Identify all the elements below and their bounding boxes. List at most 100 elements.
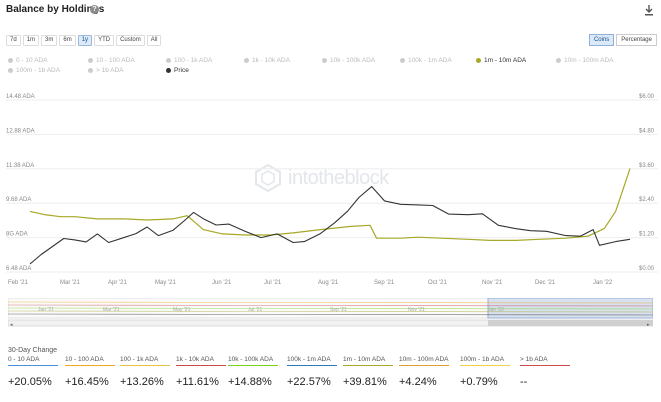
range-button-custom[interactable]: Custom <box>116 35 145 46</box>
watermark-text: intotheblock <box>288 167 389 189</box>
x-tick-label: Jul '21 <box>264 280 282 286</box>
change-value: -- <box>520 376 528 388</box>
legend-dot-icon <box>88 58 93 63</box>
change-label: 100m - 1b ADA <box>460 356 505 363</box>
series-line-1m-10m-ada[interactable] <box>29 168 631 241</box>
legend-label: 0 - 10 ADA <box>16 57 48 64</box>
change-color-bar <box>287 365 337 366</box>
legend-item[interactable]: 1k - 10k ADA <box>244 57 290 64</box>
intotheblock-logo-icon <box>255 163 281 193</box>
help-icon[interactable]: ? <box>90 5 99 14</box>
range-button-7d[interactable]: 7d <box>6 35 21 46</box>
change-label: 100 - 1k ADA <box>120 356 159 363</box>
legend-item[interactable]: Price <box>166 67 189 74</box>
range-button-6m[interactable]: 6m <box>59 35 76 46</box>
x-tick-label: Oct '21 <box>428 280 447 286</box>
change-item: 10k - 100k ADA +14.88% <box>228 356 288 388</box>
change-value: +16.45% <box>65 376 109 388</box>
x-tick-label: Sep '21 <box>374 280 395 286</box>
y-left-tick-label: 9.68 ADA <box>6 197 31 203</box>
change-color-bar <box>8 365 58 366</box>
y-left-tick-label: 12.88 ADA <box>6 128 35 134</box>
navigator-series <box>8 310 653 313</box>
legend-label: > 1b ADA <box>96 67 124 74</box>
legend-label: Price <box>174 67 189 74</box>
legend-label: 100m - 1b ADA <box>16 67 61 74</box>
change-item: 1m - 10m ADA +39.81% <box>343 356 403 388</box>
x-tick-label: May '21 <box>155 280 176 286</box>
navigator-series <box>8 304 653 307</box>
scroll-right-arrow-icon[interactable]: ▸ <box>647 322 650 328</box>
y-left-tick-label: 11.38 ADA <box>6 163 34 169</box>
legend-dot-icon <box>400 58 405 63</box>
legend-dot-icon <box>556 58 561 63</box>
chart-legend: 0 - 10 ADA 10 - 100 ADA 100 - 1k ADA 1k - 1… <box>8 57 658 79</box>
time-range-selector: 7d 1m 3m 6m 1y YTD Custom All <box>6 35 162 47</box>
chart-header: Balance by Holdings ? <box>6 3 656 19</box>
change-color-bar <box>176 365 226 366</box>
x-tick-label: Dec '21 <box>535 280 556 286</box>
change-item: 100 - 1k ADA +13.26% <box>120 356 180 388</box>
x-tick-label: Aug '21 <box>318 280 339 286</box>
change-value: +39.81% <box>343 376 387 388</box>
legend-item[interactable]: 1m - 10m ADA <box>476 57 526 64</box>
legend-dot-icon <box>476 58 481 63</box>
navigator-series <box>8 301 653 304</box>
x-tick-label: Mar '21 <box>60 280 80 286</box>
navigator-scroll-thumb[interactable] <box>488 320 653 326</box>
change-item: 100m - 1b ADA +0.79% <box>460 356 520 388</box>
change-value: +20.05% <box>8 376 52 388</box>
range-button-1m[interactable]: 1m <box>22 35 40 46</box>
balance-line-chart[interactable]: 14.48 ADA 12.88 ADA 11.38 ADA 9.68 ADA 8G AD… <box>0 88 661 292</box>
legend-item[interactable]: > 1b ADA <box>88 67 124 74</box>
change-label: > 1b ADA <box>520 356 548 363</box>
change-value: +13.26% <box>120 376 164 388</box>
legend-label: 100 - 1k ADA <box>174 57 213 64</box>
navigator-label: Jan '21 <box>38 307 54 313</box>
display-mode-selector: Coins Percentage <box>588 34 657 46</box>
mode-button-coins[interactable]: Coins <box>588 34 615 46</box>
y-right-tick-label: $1.20 <box>639 232 655 238</box>
change-color-bar <box>228 365 278 366</box>
download-icon[interactable] <box>644 4 654 16</box>
legend-item[interactable]: 100m - 1b ADA <box>8 67 60 74</box>
change-item: 10m - 100m ADA +4.24% <box>399 356 459 388</box>
legend-item[interactable]: 100k - 1m ADA <box>400 57 452 64</box>
navigator-label: May '21 <box>173 307 191 313</box>
change-item: > 1b ADA -- <box>520 356 580 388</box>
legend-item[interactable]: 10m - 100m ADA <box>556 57 614 64</box>
legend-item[interactable]: 10 - 100 ADA <box>88 57 135 64</box>
change-summary: 0 - 10 ADA +20.05% 10 - 100 ADA +16.45% 100 … <box>8 356 658 396</box>
legend-item[interactable]: 100 - 1k ADA <box>166 57 212 64</box>
change-item: 100k - 1m ADA +22.57% <box>287 356 347 388</box>
time-navigator[interactable]: Jan '21 Mar '21 May '21 Jul '21 Sep '21 Nov '… <box>8 298 653 328</box>
change-value: +22.57% <box>287 376 331 388</box>
range-button-3m[interactable]: 3m <box>41 35 58 46</box>
change-color-bar <box>343 365 393 366</box>
range-button-all[interactable]: All <box>146 35 162 46</box>
change-label: 100k - 1m ADA <box>287 356 331 363</box>
range-button-ytd[interactable]: YTD <box>94 35 115 46</box>
legend-dot-icon <box>166 68 171 73</box>
y-right-tick-label: $4.80 <box>639 128 655 134</box>
legend-dot-icon <box>244 58 249 63</box>
legend-dot-icon <box>88 68 93 73</box>
legend-item[interactable]: 0 - 10 ADA <box>8 57 47 64</box>
change-color-bar <box>399 365 449 366</box>
x-tick-label: Apr '21 <box>108 280 127 286</box>
change-label: 1k - 10k ADA <box>176 356 214 363</box>
legend-label: 1m - 10m ADA <box>484 57 527 64</box>
navigator-label: Jul '21 <box>248 307 263 313</box>
navigator-scrollbar[interactable] <box>8 319 653 327</box>
range-button-1y[interactable]: 1y <box>77 35 93 46</box>
legend-dot-icon <box>8 58 13 63</box>
change-color-bar <box>120 365 170 366</box>
y-right-tick-label: $6.00 <box>639 94 655 100</box>
mode-button-percentage[interactable]: Percentage <box>616 34 657 46</box>
scroll-left-arrow-icon[interactable]: ◂ <box>10 322 13 328</box>
series-line-price[interactable] <box>29 186 631 265</box>
navigator-label: Jan '22 <box>488 307 504 313</box>
y-right-tick-label: $3.60 <box>639 163 655 169</box>
legend-item[interactable]: 10k - 100k ADA <box>322 57 375 64</box>
change-value: +4.24% <box>399 376 437 388</box>
